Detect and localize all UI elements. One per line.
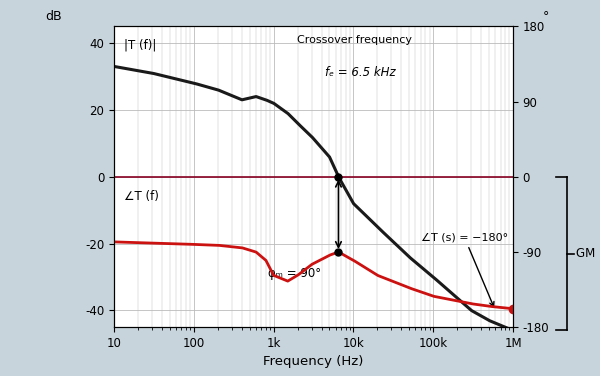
Text: φₘ = 90°: φₘ = 90°	[268, 267, 321, 280]
Text: ∠T (s) = −180°: ∠T (s) = −180°	[421, 232, 508, 306]
Text: fₑ = 6.5 kHz: fₑ = 6.5 kHz	[325, 67, 396, 79]
Text: ∠T (f): ∠T (f)	[124, 190, 159, 203]
Text: |T (f)|: |T (f)|	[124, 38, 157, 52]
X-axis label: Frequency (Hz): Frequency (Hz)	[263, 355, 364, 368]
Text: GM = 45 dB: GM = 45 dB	[576, 247, 600, 260]
Text: dB: dB	[46, 9, 62, 23]
Text: Crossover frequency: Crossover frequency	[297, 35, 412, 45]
Text: °: °	[543, 9, 549, 23]
